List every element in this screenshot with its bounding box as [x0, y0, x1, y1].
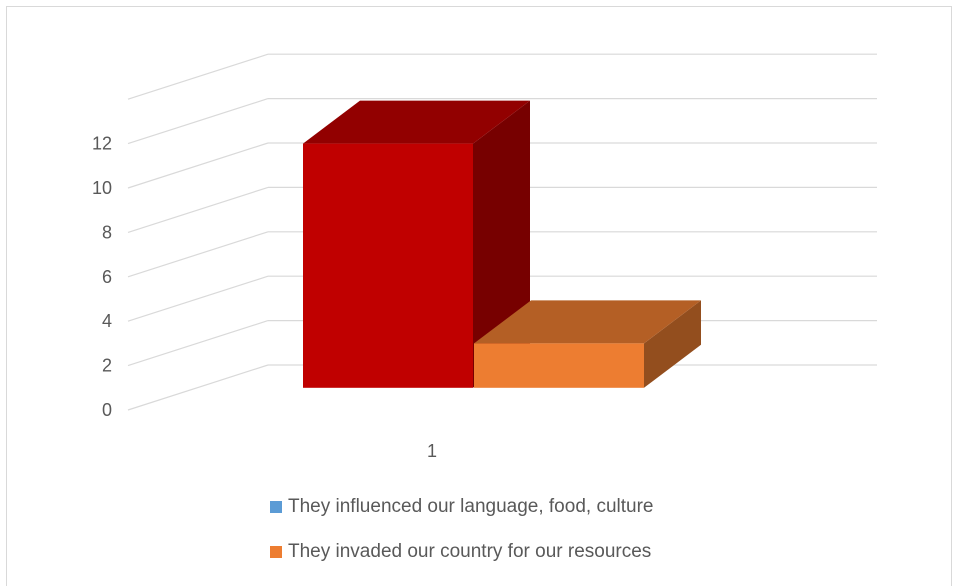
- legend-swatch-series-1: [270, 501, 282, 513]
- gridline-diagonal: [127, 364, 269, 411]
- y-axis-ticks: 0 2 4 6 8 10 12: [92, 134, 112, 420]
- x-axis-category-label: 1: [427, 441, 437, 461]
- y-tick-label: 0: [102, 400, 112, 420]
- gridline-diagonal: [127, 53, 269, 100]
- legend-label-series-2: They invaded our country for our resourc…: [288, 541, 652, 562]
- gridline-diagonal: [127, 142, 269, 189]
- gridline-diagonal: [127, 275, 269, 322]
- y-tick-label: 6: [102, 267, 112, 287]
- y-tick-label: 12: [92, 134, 112, 154]
- y-tick-label: 4: [102, 311, 112, 331]
- gridline-diagonal: [127, 231, 269, 278]
- gridline-diagonal: [127, 320, 269, 367]
- legend-item-series-1: They influenced our language, food, cult…: [270, 495, 653, 519]
- y-tick-label: 10: [92, 178, 112, 198]
- bar-top-face: [303, 100, 530, 144]
- bar-series-2: [474, 300, 701, 388]
- bar-front-face: [303, 143, 473, 388]
- bar-top-face: [474, 300, 701, 344]
- bar-front-face: [474, 343, 644, 388]
- legend-label-series-1: They influenced our language, food, cult…: [288, 496, 654, 517]
- legend-item-series-2: They invaded our country for our resourc…: [270, 540, 651, 564]
- y-tick-label: 2: [102, 356, 112, 376]
- bar-side-face: [644, 300, 701, 388]
- y-tick-label: 8: [102, 222, 112, 242]
- bars: [303, 100, 701, 388]
- legend-swatch-series-2: [270, 546, 282, 558]
- gridline-diagonal: [127, 98, 269, 145]
- gridline-diagonal: [127, 186, 269, 233]
